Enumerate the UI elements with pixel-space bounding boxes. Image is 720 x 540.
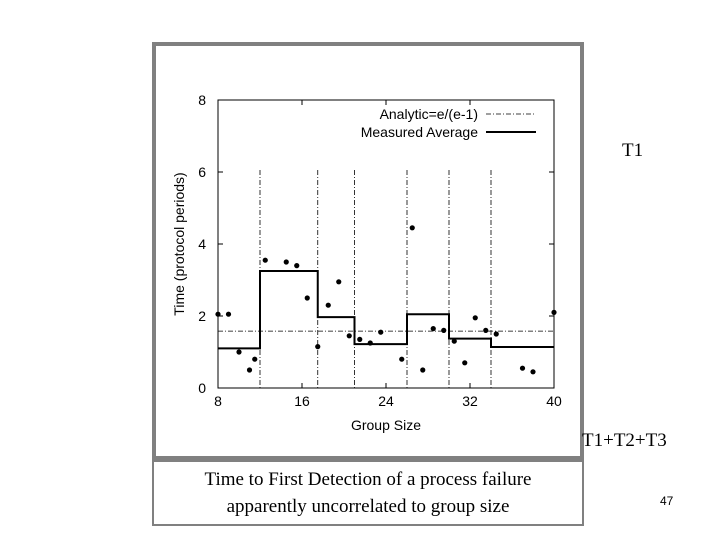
x-tick-label: 32: [462, 393, 478, 409]
data-point: [215, 311, 221, 317]
caption-box: Time to First Detection of a process fai…: [152, 460, 584, 526]
y-tick-label: 8: [198, 92, 206, 108]
data-point: [430, 326, 436, 332]
data-point: [262, 257, 268, 263]
caption-line-2: apparently uncorrelated to group size: [226, 496, 510, 517]
data-point: [472, 315, 478, 321]
data-point: [378, 329, 384, 335]
page-number: 47: [660, 494, 674, 508]
data-point: [225, 311, 232, 317]
data-point: [236, 349, 242, 355]
data-point: [283, 259, 289, 265]
x-tick-label: 8: [214, 393, 222, 409]
data-point: [294, 263, 300, 269]
legend-label-analytic: Analytic=e/(e-1): [380, 106, 478, 122]
measured-average-line: [218, 270, 554, 350]
data-point: [551, 309, 557, 315]
data-point: [336, 279, 342, 285]
y-tick-label: 0: [198, 380, 206, 396]
data-point: [252, 356, 258, 362]
data-point: [493, 331, 499, 337]
x-axis-label: Group Size: [351, 417, 421, 433]
data-point: [409, 225, 415, 231]
data-point: [441, 327, 447, 333]
data-point: [246, 367, 253, 373]
data-point: [462, 360, 468, 366]
data-point: [315, 344, 321, 350]
y-axis-label: Time (protocol periods): [171, 172, 187, 315]
x-tick-label: 16: [294, 393, 310, 409]
label-t1-t2-t3: T1+T2+T3: [582, 430, 667, 451]
legend-label-measured: Measured Average: [361, 124, 478, 140]
chart-frame: 8 16 24 32 40 0 2 4 6 8 Group Size Time (protocol p…: [152, 42, 584, 460]
data-point: [367, 340, 373, 346]
data-point: [357, 336, 363, 342]
data-point: [346, 333, 352, 339]
label-t1: T1: [622, 140, 644, 161]
data-point: [399, 356, 405, 362]
data-point: [483, 327, 489, 333]
data-point: [530, 369, 536, 375]
caption-line-1: Time to First Detection of a process fai…: [204, 469, 532, 490]
data-point: [325, 302, 331, 308]
y-tick-label: 2: [198, 308, 206, 324]
data-point: [304, 295, 310, 301]
data-point: [420, 367, 426, 373]
y-tick-label: 6: [198, 164, 206, 180]
x-tick-label: 24: [378, 393, 394, 409]
y-tick-label: 4: [198, 236, 206, 252]
data-point: [519, 365, 526, 371]
x-tick-label: 40: [546, 393, 562, 409]
data-point: [451, 338, 457, 344]
